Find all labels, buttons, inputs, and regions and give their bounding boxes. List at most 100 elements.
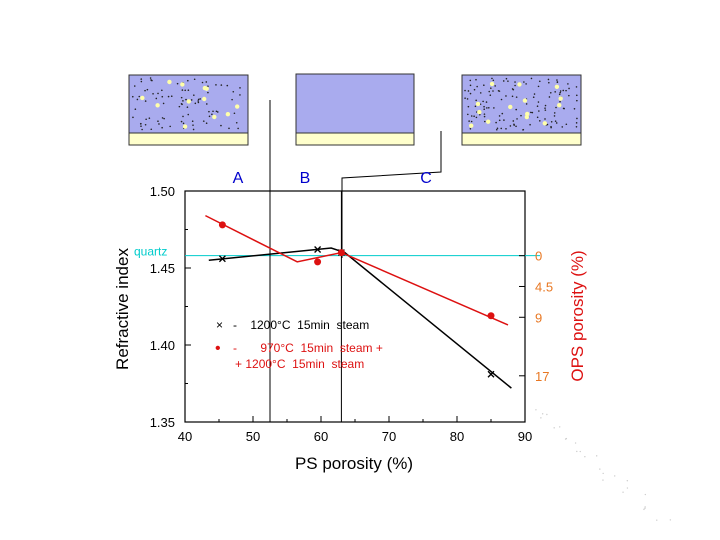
pore-dot: [140, 78, 143, 80]
legend-text-steam-970: - 970°C 15min steam +: [233, 341, 383, 355]
pore-dot: [483, 113, 486, 115]
pore-dot: [158, 123, 160, 125]
pore-dot: [500, 98, 503, 101]
pore-dot: [573, 107, 576, 110]
pore-dot: [133, 85, 136, 87]
pore-dot: [575, 122, 578, 124]
speckle: [541, 413, 544, 415]
pore-dot: [139, 123, 142, 125]
speckle: [584, 456, 586, 458]
pore-dot: [232, 90, 235, 93]
pore-dot: [531, 111, 534, 114]
marker-stroke: [218, 255, 226, 263]
right-axis: 0 4.5 9 17: [519, 249, 553, 384]
pore-dot: [537, 85, 540, 88]
pore-dot: [494, 85, 496, 87]
speckle: [595, 455, 598, 457]
pore-dot: [550, 120, 553, 123]
pore-dot: [207, 85, 209, 88]
pore-dot: [216, 111, 219, 113]
pore-dot: [530, 77, 533, 80]
y-tick-label: 1.50: [150, 184, 175, 199]
steam_970_1200-point: [487, 312, 495, 320]
pore-dot: [562, 89, 565, 92]
steam_1200-point: [314, 246, 322, 253]
pore-bubble: [186, 99, 191, 104]
pore-dot: [575, 94, 578, 97]
pore-dot: [536, 116, 539, 119]
speckle: [602, 472, 604, 475]
marker-stroke: [314, 246, 322, 253]
pore-bubble: [469, 123, 474, 128]
pore-dot: [547, 78, 550, 81]
speckle: [644, 493, 647, 496]
pore-dot: [157, 120, 159, 122]
pore-dot: [197, 101, 200, 104]
pore-dot: [193, 78, 196, 81]
right-tick-label: 0: [535, 249, 542, 264]
pore-dot: [144, 100, 147, 102]
pore-dot: [556, 81, 559, 84]
pore-dot: [239, 94, 241, 96]
pore-dot: [525, 83, 527, 85]
pore-dot: [205, 81, 208, 83]
pore-dot: [469, 84, 472, 87]
pore-dot: [503, 119, 505, 121]
legend-text-steam-1200: - 1200°C 15min steam: [233, 318, 369, 332]
speckle: [553, 427, 555, 429]
pore-dot: [215, 110, 218, 113]
pore-dots-c: [464, 77, 578, 131]
pore-dot: [538, 80, 541, 83]
pore-dot: [536, 105, 539, 108]
pore-dot: [515, 108, 518, 111]
steam_1200-line: [208, 247, 512, 389]
right-tick-label: 17: [535, 369, 549, 384]
speckle: [614, 475, 616, 477]
pore-dot: [208, 110, 210, 113]
pore-dot: [479, 92, 482, 94]
pore-dot: [163, 117, 165, 120]
pore-dot: [498, 119, 501, 122]
pore-dot: [473, 115, 475, 117]
pore-bubble: [524, 114, 530, 120]
pore-dot: [495, 128, 498, 131]
pore-dot: [553, 115, 556, 117]
legend: × - 1200°C 15min steam • - 970°C 15min s…: [215, 318, 383, 371]
speckle: [602, 479, 604, 481]
pore-dot: [469, 79, 472, 82]
speckle: [626, 487, 629, 489]
pore-dot: [161, 126, 163, 129]
pore-dot: [141, 128, 143, 131]
pore-dot: [138, 95, 141, 98]
pore-dot: [559, 90, 562, 92]
legend-text-steam-1200-second: + 1200°C 15min steam: [235, 357, 364, 371]
plot-frame: [184, 190, 526, 423]
pore-dot: [563, 107, 565, 110]
y-axis-title: Refractive index: [113, 248, 132, 370]
pore-dot: [520, 114, 522, 117]
pore-dot: [144, 123, 147, 126]
pore-dot: [559, 100, 561, 103]
pore-dot: [501, 112, 504, 115]
pore-dot: [201, 81, 204, 84]
pore-dot: [488, 90, 491, 93]
pore-bubble: [522, 98, 528, 103]
x-tick-label: 50: [246, 429, 260, 444]
pore-dot: [180, 120, 183, 123]
pore-dot: [161, 89, 163, 92]
pore-dot: [239, 87, 241, 89]
pore-dot: [470, 115, 473, 117]
pore-dot: [474, 105, 477, 108]
pore-dots-a: [131, 77, 241, 131]
pore-dot: [468, 120, 470, 122]
pore-dot: [467, 113, 469, 116]
pore-dot: [149, 77, 152, 79]
pore-dot: [148, 117, 151, 119]
pore-dot: [533, 93, 536, 95]
pore-dot: [493, 107, 495, 109]
morphology-panel-c: [461, 74, 582, 146]
y-tick-label: 1.45: [150, 261, 175, 276]
pore-dot: [492, 79, 495, 82]
pore-dot: [514, 81, 516, 83]
pore-dot: [155, 97, 158, 100]
